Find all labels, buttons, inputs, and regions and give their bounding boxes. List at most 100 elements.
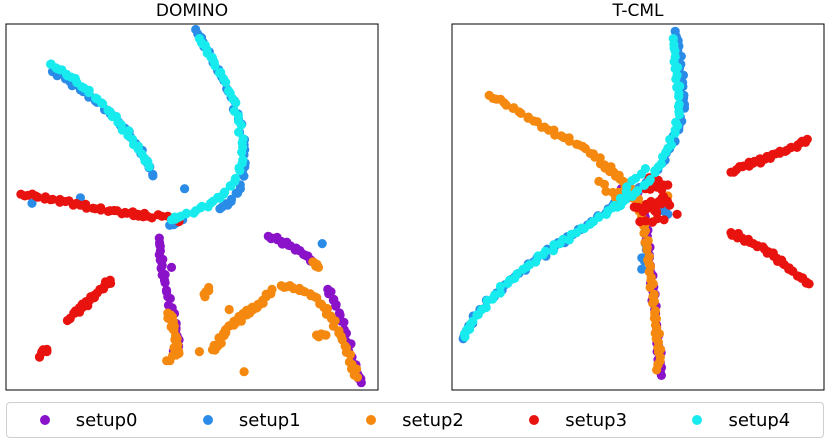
data-point — [160, 278, 170, 288]
series-setup2-domino — [162, 257, 363, 382]
data-point — [564, 136, 574, 146]
data-point — [642, 245, 652, 255]
data-point — [180, 184, 190, 194]
data-point — [162, 356, 172, 366]
data-point — [339, 317, 349, 327]
data-point — [166, 262, 177, 272]
data-point — [648, 298, 658, 308]
data-point — [627, 176, 637, 186]
data-point — [482, 295, 492, 306]
legend: setup0 setup1 setup2 setup3 setup4 — [6, 402, 824, 438]
series-setup2-tcml — [484, 90, 673, 375]
data-point — [237, 147, 247, 157]
data-point — [221, 77, 231, 87]
data-point — [639, 180, 650, 190]
data-point — [516, 108, 526, 118]
data-point — [231, 98, 241, 108]
data-point — [200, 292, 210, 302]
data-point — [671, 74, 681, 84]
data-point — [215, 204, 225, 214]
data-point — [548, 246, 559, 256]
data-point — [650, 167, 660, 178]
data-point — [96, 205, 106, 215]
panel-title-left: DOMINO — [155, 1, 229, 21]
data-point — [503, 278, 513, 288]
data-point — [674, 110, 685, 120]
legend-item-setup0: setup0 — [39, 409, 138, 431]
legend-marker-setup1 — [202, 415, 213, 425]
legend-label-setup3: setup3 — [565, 409, 628, 431]
data-point — [674, 92, 684, 102]
legend-label-setup0: setup0 — [75, 409, 138, 431]
data-point — [635, 217, 645, 227]
data-point — [317, 239, 327, 249]
data-point — [617, 195, 627, 205]
data-point — [207, 345, 218, 355]
legend-label-setup1: setup1 — [238, 409, 301, 431]
data-point — [224, 304, 234, 315]
data-point — [81, 203, 92, 213]
data-point — [27, 198, 37, 208]
legend-label-setup2: setup2 — [402, 409, 464, 431]
legend-marker-setup0 — [39, 415, 50, 425]
data-point — [345, 350, 355, 360]
plot-tcml — [451, 23, 825, 391]
data-point — [194, 347, 204, 357]
data-point — [672, 209, 682, 219]
plot-domino — [5, 23, 379, 391]
series-setup3-tcml — [629, 134, 814, 289]
data-point — [210, 61, 220, 71]
data-point — [232, 188, 243, 198]
data-point — [670, 128, 680, 138]
data-point — [639, 228, 649, 238]
data-point — [331, 301, 341, 311]
legend-marker-setup3 — [529, 415, 540, 425]
data-point — [236, 120, 246, 130]
data-point — [245, 308, 255, 318]
plot-frame-tcml — [451, 23, 825, 391]
data-point — [226, 181, 236, 191]
plot-frame-domino — [5, 23, 379, 391]
data-point — [601, 186, 611, 196]
data-point — [663, 180, 673, 190]
legend-item-setup2: setup2 — [366, 410, 464, 431]
series-setup4-domino — [46, 34, 248, 225]
data-point — [313, 262, 324, 272]
legend-item-setup1: setup1 — [202, 409, 301, 431]
legend-marker-setup2 — [366, 415, 377, 425]
data-point — [802, 134, 812, 144]
legend-label-setup4: setup4 — [728, 409, 791, 431]
data-point — [105, 275, 115, 285]
panel-title-right: T-CML — [612, 1, 664, 21]
data-point — [645, 282, 655, 292]
legend-item-setup3: setup3 — [529, 410, 627, 431]
data-point — [84, 87, 94, 98]
legend-item-setup4: setup4 — [692, 410, 790, 431]
data-point — [235, 166, 245, 176]
data-point — [658, 152, 668, 162]
data-point — [98, 99, 108, 109]
data-point — [652, 365, 662, 375]
data-point — [601, 209, 612, 219]
data-point — [599, 179, 610, 189]
legend-marker-setup4 — [692, 415, 703, 425]
data-point — [239, 367, 249, 377]
data-point — [658, 192, 669, 202]
data-point — [234, 127, 244, 137]
data-point — [42, 347, 52, 357]
data-point — [144, 162, 154, 172]
data-point — [189, 208, 199, 218]
data-point — [495, 281, 505, 292]
data-point — [621, 187, 631, 197]
data-point — [352, 372, 363, 382]
data-point — [48, 194, 58, 204]
series-setup4-tcml — [460, 34, 685, 342]
data-point — [460, 332, 470, 342]
data-point — [651, 206, 661, 216]
data-point — [612, 202, 623, 212]
data-point — [148, 171, 158, 181]
data-point — [166, 215, 177, 225]
data-point — [637, 264, 647, 274]
data-point — [804, 279, 814, 289]
